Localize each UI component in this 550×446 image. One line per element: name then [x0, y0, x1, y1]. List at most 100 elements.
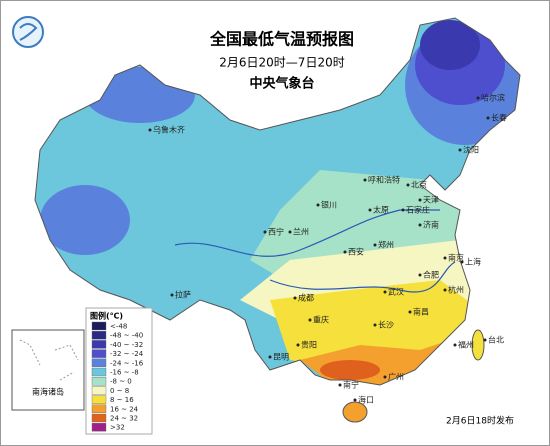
- city-label: 郑州: [378, 240, 394, 250]
- city-dot: [288, 230, 292, 234]
- temperature-zone: [420, 20, 480, 70]
- city-label: 太原: [373, 205, 389, 215]
- legend-swatch: [91, 386, 107, 395]
- city-label: 西安: [348, 247, 364, 257]
- temperature-zone: [320, 360, 380, 380]
- city-label: 成都: [298, 293, 314, 303]
- city-dot: [343, 250, 347, 254]
- city-label: 南宁: [343, 380, 359, 390]
- title: 全国最低气温预报图: [209, 30, 354, 49]
- legend-swatch: [91, 395, 107, 404]
- city-dot: [460, 260, 464, 264]
- city-dot: [383, 290, 387, 294]
- footer: 2月6日18时发布: [446, 415, 514, 427]
- legend-swatch: [91, 413, 107, 423]
- city-label: 贵阳: [301, 340, 317, 350]
- city-label: 西宁: [268, 227, 284, 237]
- city-dot: [316, 203, 320, 207]
- legend-label: <-48: [110, 323, 127, 331]
- legend-label: 0 ~ 8: [110, 387, 129, 395]
- city-label: 呼和浩特: [368, 175, 400, 185]
- legend-label: 16 ~ 24: [110, 405, 139, 413]
- city-dot: [293, 296, 297, 300]
- city-dot: [383, 375, 387, 379]
- temperature-zone: [40, 185, 130, 255]
- city-dot: [418, 223, 422, 227]
- city-label: 天津: [423, 195, 439, 205]
- city-dot: [263, 230, 267, 234]
- city-label: 上海: [465, 257, 481, 267]
- city-label: 乌鲁木齐: [153, 125, 185, 135]
- city-dot: [363, 178, 367, 182]
- city-label: 兰州: [293, 227, 309, 237]
- city-dot: [296, 343, 300, 347]
- city-dot: [148, 128, 152, 132]
- legend-swatch: [91, 321, 107, 331]
- legend: <-48-48 ~ -40-40 ~ -32-32 ~ -24-24 ~ -16…: [91, 321, 144, 432]
- city-label: 银川: [321, 200, 337, 210]
- city-dot: [418, 273, 422, 277]
- city-dot: [483, 338, 487, 342]
- city-label: 台北: [488, 335, 504, 345]
- legend-label: -16 ~ -8: [110, 369, 139, 377]
- legend-label: -32 ~ -24: [110, 350, 144, 358]
- legend-swatch: [91, 423, 107, 432]
- city-dot: [308, 318, 312, 322]
- city-dot: [170, 293, 174, 297]
- city-dot: [268, 355, 272, 359]
- logo-mark: [19, 23, 38, 41]
- legend-swatch: [91, 377, 107, 386]
- city-dot: [486, 116, 490, 120]
- city-label: 哈尔滨: [481, 93, 505, 103]
- city-dot: [353, 398, 357, 402]
- legend-label: 8 ~ 16: [110, 396, 134, 404]
- city-dot: [368, 208, 372, 212]
- city-label: 济南: [423, 220, 439, 230]
- city-label: 长春: [491, 113, 507, 123]
- legend-label: 24 ~ 32: [110, 415, 138, 423]
- agency: 中央气象台: [249, 76, 314, 92]
- city-label: 南昌: [413, 307, 429, 317]
- legend-label: -40 ~ -32: [110, 341, 143, 349]
- legend-label: -24 ~ -16: [110, 359, 144, 367]
- city-label: 北京: [411, 180, 427, 190]
- legend-swatch: [91, 331, 107, 340]
- inset-label: 南海诸岛: [32, 387, 64, 397]
- city-label: 沈阳: [463, 145, 479, 155]
- legend-swatch: [91, 404, 107, 413]
- city-label: 拉萨: [175, 290, 191, 300]
- border: [34, 17, 521, 386]
- taiwan: [471, 329, 485, 361]
- city-dot: [443, 288, 447, 292]
- city-dot: [458, 148, 462, 152]
- logo: [12, 16, 44, 48]
- city-dot: [453, 343, 457, 347]
- city-label: 海口: [358, 395, 374, 405]
- city-label: 合肥: [423, 270, 439, 280]
- legend-label: >32: [110, 424, 125, 432]
- legend-label: -48 ~ -40: [110, 332, 143, 340]
- city-label: 南京: [448, 253, 464, 263]
- city-label: 广州: [388, 372, 404, 382]
- legend-title: 图例(℃): [90, 311, 123, 321]
- city-label: 福州: [458, 341, 474, 350]
- city-dot: [443, 256, 447, 260]
- city-dot: [408, 310, 412, 314]
- inset-lines: [19, 339, 79, 381]
- legend-label: -8 ~ 0: [110, 378, 132, 386]
- city-dot: [338, 383, 342, 387]
- city-dot: [418, 198, 422, 202]
- inset-box: [11, 329, 85, 411]
- city-dot: [373, 243, 377, 247]
- subtitle: 2月6日20时—7日20时: [219, 56, 344, 70]
- river: [269, 261, 456, 293]
- legend-swatch: [91, 340, 107, 349]
- city-dot: [406, 183, 410, 187]
- city-label: 武汉: [388, 287, 404, 297]
- legend-swatch: [91, 358, 107, 367]
- city-dot: [401, 208, 405, 212]
- city-label: 长沙: [378, 320, 394, 330]
- city-dot: [476, 96, 480, 100]
